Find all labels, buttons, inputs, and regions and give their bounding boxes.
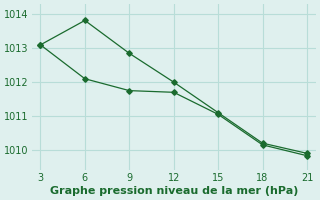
X-axis label: Graphe pression niveau de la mer (hPa): Graphe pression niveau de la mer (hPa) xyxy=(50,186,298,196)
